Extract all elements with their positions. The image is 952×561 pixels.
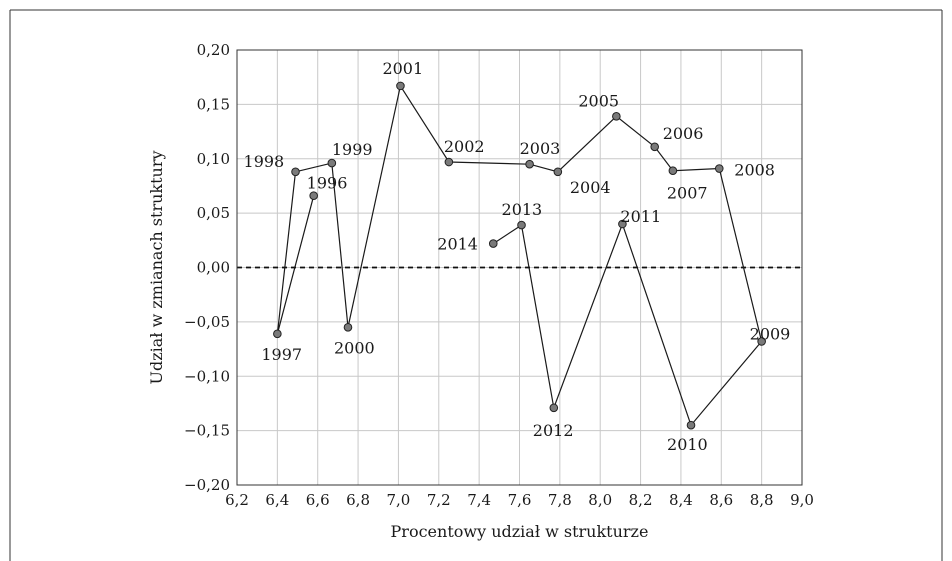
data-point-2008 [714,164,724,173]
point-label-2002: 2002 [444,137,485,156]
y-tick-label: 0,20 [197,41,230,59]
data-point-2005 [612,112,621,121]
point-label-2011: 2011 [620,207,661,226]
point-label-1999: 1999 [332,140,373,159]
x-tick-label: 7,4 [467,491,491,509]
point-label-2012: 2012 [533,421,574,440]
point-label-2010: 2010 [667,435,708,454]
x-axis-ticks: 6,2 6,4 6,6 6,8 7,0 7,2 7,4 7,6 7,8 8,0 8,2 8,4 8,6 8… [225,491,814,509]
x-tick-label: 8,2 [629,491,653,509]
x-tick-label: 7,0 [386,491,410,509]
x-tick-label: 7,2 [427,491,451,509]
data-point-2001 [396,81,405,91]
x-tick-label: 6,8 [346,491,370,509]
point-label-2004: 2004 [570,178,611,197]
point-label-1997: 1997 [261,345,302,364]
y-tick-label: −0,15 [184,422,230,440]
point-label-1998: 1998 [244,152,285,171]
data-point-2014 [488,239,498,248]
data-point-1996 [309,191,318,201]
y-tick-label: 0,00 [197,259,230,277]
data-points [273,81,766,430]
point-label-2007: 2007 [667,184,708,203]
x-tick-label: 7,8 [548,491,572,509]
point-label-2003: 2003 [520,139,561,158]
data-point-2010 [686,420,696,430]
y-tick-label: 0,05 [197,204,230,222]
y-axis-ticks: 0,20 0,15 0,10 0,05 0,00 −0,05 −0,10 −0,15 −0,20 [184,41,230,494]
point-label-2014: 2014 [437,235,478,254]
x-axis-title: Procentowy udział w strukturze [391,522,649,541]
data-point-2004 [553,167,563,177]
data-point-2009 [757,337,766,346]
data-point-1997 [273,329,282,339]
x-tick-label: 6,2 [225,491,249,509]
x-tick-label: 9,0 [790,491,814,509]
x-tick-label: 8,4 [669,491,693,509]
data-point-2006 [650,142,659,152]
y-tick-label: 0,10 [197,150,230,168]
y-axis-title: Udział w zmianach struktury [147,150,166,384]
data-point-2012 [549,403,559,413]
x-tick-label: 8,8 [750,491,774,509]
point-label-2008: 2008 [734,161,775,180]
point-label-2005: 2005 [578,91,619,110]
data-point-2002 [444,157,454,167]
y-tick-label: 0,15 [197,95,230,113]
point-labels: 1996 1997 1998 1999 2000 2001 2002 2003 2004 2005… [244,59,791,454]
plot-area-frame [236,49,803,486]
point-label-2000: 2000 [334,338,375,357]
point-label-1996: 1996 [307,174,348,193]
data-point-1998 [291,167,300,177]
point-label-2009: 2009 [750,324,791,343]
x-tick-label: 8,6 [709,491,733,509]
x-tick-label: 8,0 [588,491,612,509]
data-point-2000 [343,323,353,332]
data-point-2013 [517,220,526,230]
x-tick-label: 6,6 [306,491,330,509]
data-point-2011 [618,219,627,229]
y-tick-label: −0,10 [184,367,230,385]
y-tick-label: −0,05 [184,313,230,331]
point-label-2001: 2001 [382,59,423,78]
data-point-2007 [668,166,678,176]
data-point-1999 [327,158,337,168]
point-label-2006: 2006 [663,124,704,143]
x-tick-label: 7,6 [508,491,532,509]
y-tick-label: −0,20 [184,476,230,494]
x-tick-label: 6,4 [265,491,289,509]
data-point-2003 [525,159,534,169]
point-label-2013: 2013 [502,200,543,219]
